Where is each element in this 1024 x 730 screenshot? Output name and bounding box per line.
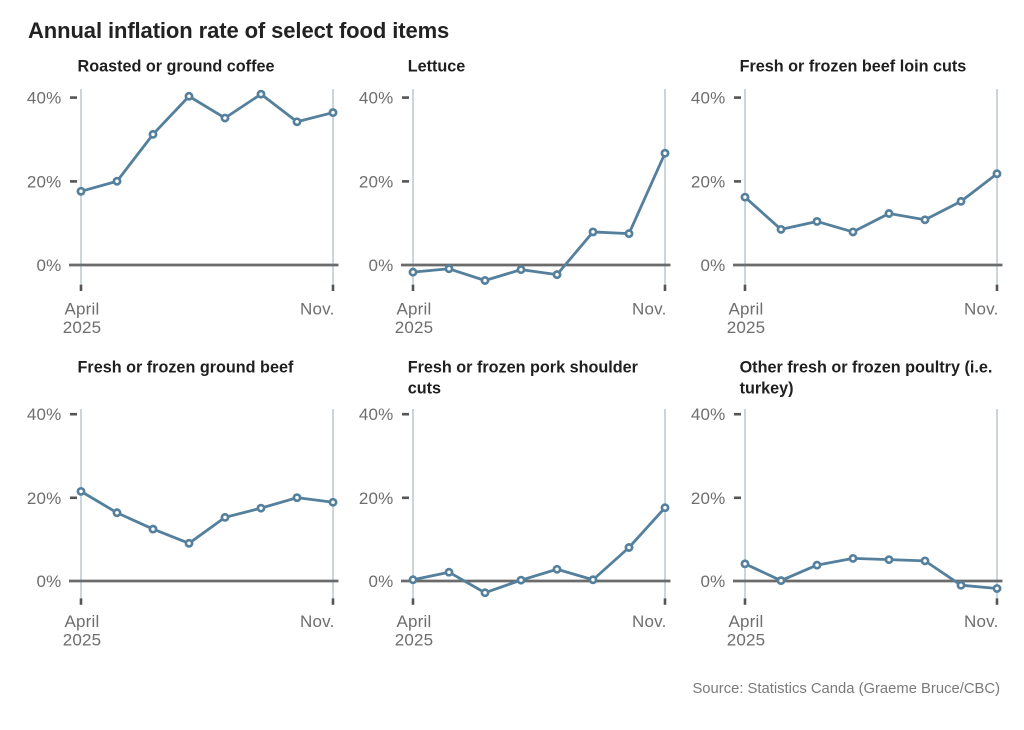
svg-text:April: April	[64, 300, 99, 319]
svg-text:Source: Statistics Canda (Grae: Source: Statistics Canda (Graeme Bruce/C…	[692, 681, 1000, 697]
svg-text:2025: 2025	[727, 631, 766, 650]
svg-text:40%: 40%	[691, 89, 726, 108]
svg-text:April: April	[728, 612, 763, 631]
svg-text:Fresh or frozen beef loin cuts: Fresh or frozen beef loin cuts	[740, 58, 967, 76]
svg-text:20%: 20%	[691, 489, 726, 508]
svg-text:0%: 0%	[369, 256, 394, 275]
svg-text:April: April	[728, 300, 763, 319]
svg-text:20%: 20%	[359, 172, 394, 191]
svg-text:0%: 0%	[701, 256, 726, 275]
svg-text:2025: 2025	[395, 631, 434, 650]
svg-text:2025: 2025	[727, 318, 766, 337]
svg-text:Nov.: Nov.	[964, 300, 999, 319]
svg-text:40%: 40%	[27, 89, 62, 108]
svg-text:Nov.: Nov.	[632, 300, 667, 319]
svg-text:40%: 40%	[27, 405, 62, 424]
svg-text:20%: 20%	[359, 489, 394, 508]
svg-text:Fresh or frozen ground beef: Fresh or frozen ground beef	[78, 359, 294, 377]
svg-text:2025: 2025	[395, 318, 434, 337]
svg-text:cuts: cuts	[408, 380, 441, 398]
svg-text:0%: 0%	[369, 572, 394, 591]
svg-text:Annual inflation rate of selec: Annual inflation rate of select food ite…	[28, 18, 449, 43]
svg-text:April: April	[396, 300, 431, 319]
svg-text:Lettuce: Lettuce	[408, 58, 466, 76]
svg-text:0%: 0%	[37, 256, 62, 275]
svg-text:2025: 2025	[63, 631, 102, 650]
svg-text:Other fresh or frozen poultry: Other fresh or frozen poultry (i.e.	[740, 359, 993, 377]
svg-text:40%: 40%	[359, 405, 394, 424]
svg-text:April: April	[64, 612, 99, 631]
svg-text:Roasted or ground coffee: Roasted or ground coffee	[78, 58, 275, 76]
svg-text:Nov.: Nov.	[964, 612, 999, 631]
svg-text:40%: 40%	[359, 89, 394, 108]
svg-text:Nov.: Nov.	[300, 300, 335, 319]
svg-text:April: April	[396, 612, 431, 631]
svg-text:0%: 0%	[701, 572, 726, 591]
svg-text:Fresh or frozen pork shoulder: Fresh or frozen pork shoulder	[408, 359, 639, 377]
svg-text:20%: 20%	[27, 489, 62, 508]
svg-text:0%: 0%	[37, 572, 62, 591]
svg-text:20%: 20%	[27, 172, 62, 191]
svg-text:40%: 40%	[691, 405, 726, 424]
svg-text:20%: 20%	[691, 172, 726, 191]
svg-text:Nov.: Nov.	[300, 612, 335, 631]
svg-text:turkey): turkey)	[740, 380, 794, 398]
svg-text:2025: 2025	[63, 318, 102, 337]
svg-text:Nov.: Nov.	[632, 612, 667, 631]
